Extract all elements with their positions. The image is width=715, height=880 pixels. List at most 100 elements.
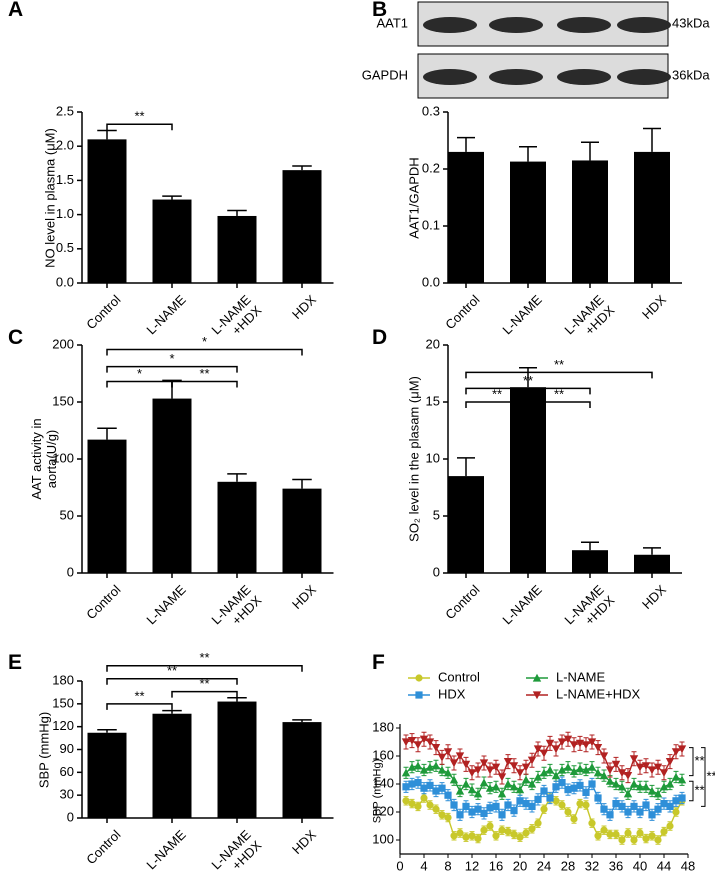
marker — [527, 779, 537, 788]
marker — [587, 763, 597, 771]
marker — [563, 735, 573, 744]
marker — [552, 783, 560, 791]
marker — [576, 781, 584, 789]
significance-bracket — [106, 665, 303, 672]
y-tick-label: 140 — [372, 775, 394, 790]
marker — [611, 760, 621, 769]
marker — [522, 800, 530, 808]
y-axis-label: SBP (mmHg) — [36, 711, 52, 788]
marker — [498, 811, 506, 819]
marker — [521, 775, 531, 784]
marker — [666, 822, 674, 830]
marker — [594, 794, 602, 802]
y-axis-label: SO₂ level in the plasam (μM) — [406, 376, 422, 542]
y-tick-label: 0.3 — [422, 103, 440, 118]
marker — [413, 741, 423, 749]
significance-label: ** — [199, 650, 209, 665]
marker — [659, 769, 669, 777]
y-tick-label: 30 — [60, 787, 74, 802]
marker — [539, 749, 549, 758]
marker — [509, 762, 519, 770]
bar — [217, 481, 257, 573]
marker — [665, 758, 675, 766]
y-tick-label: 180 — [372, 719, 394, 734]
x-tick-label: 48 — [681, 858, 695, 873]
panel-letter: B — [372, 0, 388, 21]
marker — [666, 802, 674, 810]
y-tick-label: 15 — [426, 393, 440, 408]
y-tick-label: 0.1 — [422, 217, 440, 232]
y-tick-label: 0 — [67, 809, 74, 824]
marker — [432, 805, 440, 813]
marker — [479, 759, 489, 768]
marker — [612, 800, 620, 808]
significance-label: * — [202, 334, 207, 349]
y-tick-label: 20 — [426, 336, 440, 351]
marker — [431, 744, 441, 752]
y-tick-label: 120 — [52, 718, 74, 733]
marker — [498, 826, 506, 834]
marker — [672, 808, 680, 816]
x-tick-label: 4 — [420, 858, 427, 873]
y-tick-label: 90 — [60, 741, 74, 756]
y-tick-label: 5 — [433, 507, 440, 522]
marker — [419, 735, 429, 744]
significance-bracket — [106, 380, 173, 388]
marker — [504, 828, 512, 836]
marker — [492, 802, 500, 810]
marker — [468, 832, 476, 840]
x-tick-label: 0 — [396, 858, 403, 873]
marker — [647, 766, 657, 775]
blot-size-label: 36kDa — [672, 67, 710, 82]
y-tick-label: 1.5 — [56, 172, 74, 187]
marker — [510, 807, 518, 815]
marker — [636, 808, 644, 816]
x-tick-label: 40 — [633, 858, 647, 873]
blot-protein-label: GAPDH — [362, 67, 408, 82]
marker — [588, 819, 596, 827]
legend-label: Control — [438, 669, 480, 684]
marker — [402, 797, 410, 805]
marker — [630, 802, 638, 810]
marker — [545, 739, 555, 748]
marker — [528, 802, 536, 810]
x-tick-label: 24 — [537, 858, 551, 873]
legend-label: L-NAME — [556, 669, 605, 684]
marker — [581, 741, 591, 749]
marker — [485, 766, 495, 775]
marker — [570, 815, 578, 823]
bar — [282, 488, 322, 573]
y-tick-label: 150 — [52, 695, 74, 710]
bar — [448, 476, 484, 573]
marker — [407, 737, 417, 745]
marker — [569, 767, 579, 775]
blot-band — [489, 17, 543, 33]
marker — [533, 772, 543, 781]
marker — [636, 829, 644, 837]
marker — [509, 782, 519, 791]
marker — [558, 801, 566, 809]
marker — [629, 779, 639, 788]
bar — [634, 151, 670, 283]
blot-band — [557, 69, 611, 85]
y-axis-label: SBP (mmHg) — [371, 758, 384, 824]
y-tick-label: 100 — [52, 450, 74, 465]
bar — [217, 215, 257, 283]
marker — [648, 811, 656, 819]
marker — [438, 784, 446, 792]
marker — [551, 771, 561, 780]
bar — [510, 387, 546, 573]
x-tick-label: 12 — [465, 858, 479, 873]
marker — [594, 832, 602, 840]
marker — [599, 771, 609, 780]
y-tick-label: 60 — [60, 764, 74, 779]
significance-label: * — [169, 351, 174, 366]
marker — [492, 832, 500, 840]
marker — [401, 738, 411, 747]
marker — [588, 780, 596, 788]
marker — [456, 829, 464, 837]
marker — [659, 782, 669, 791]
marker — [642, 801, 650, 809]
significance-label: ** — [707, 768, 715, 783]
